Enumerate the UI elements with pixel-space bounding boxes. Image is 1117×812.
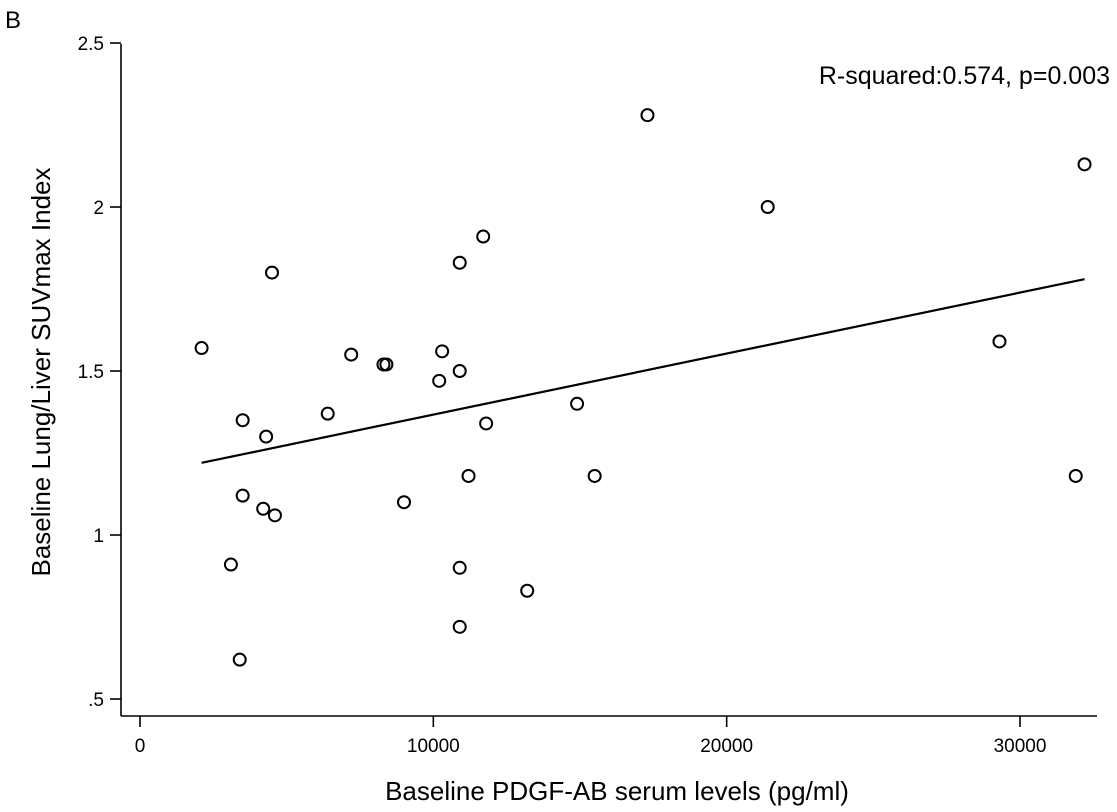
panel-label: B — [5, 7, 21, 34]
data-point — [320, 406, 335, 421]
data-point — [232, 652, 247, 667]
data-point — [265, 265, 279, 280]
data-point — [520, 583, 535, 598]
y-tick-label: 2 — [93, 198, 104, 219]
data-point — [640, 108, 655, 123]
data-point — [452, 255, 467, 270]
y-tick-label: 1.5 — [78, 362, 104, 383]
data-points — [194, 108, 1092, 667]
data-point — [194, 341, 209, 356]
data-point — [235, 488, 250, 503]
data-point — [259, 429, 274, 444]
data-point — [461, 468, 476, 483]
data-point — [344, 347, 359, 362]
data-point — [452, 364, 467, 378]
data-point — [432, 373, 447, 388]
data-point — [570, 396, 585, 411]
data-point — [397, 495, 411, 510]
y-axis-ticks: .5 1 1.5 2 2.5 — [78, 34, 121, 711]
data-point — [223, 557, 238, 572]
y-tick-label: 1 — [93, 526, 104, 547]
x-axis-label: Baseline PDGF-AB serum levels (pg/ml) — [385, 776, 849, 806]
y-tick-label: .5 — [88, 690, 104, 711]
x-tick-label: 20000 — [700, 736, 753, 757]
data-point — [476, 229, 491, 244]
data-point — [452, 560, 467, 575]
data-point — [1077, 157, 1092, 172]
data-point — [479, 416, 494, 431]
data-point — [992, 334, 1007, 349]
data-point — [235, 413, 250, 428]
x-tick-label: 30000 — [994, 736, 1047, 757]
data-point — [267, 508, 282, 523]
data-point — [379, 357, 394, 372]
data-point — [256, 501, 271, 516]
data-point — [1068, 468, 1083, 483]
y-axis-label: Baseline Lung/Liver SUVmax Index — [26, 167, 56, 576]
y-tick-label: 2.5 — [78, 34, 104, 55]
x-tick-label: 10000 — [407, 736, 460, 757]
regression-line — [201, 278, 1085, 464]
x-tick-label: 0 — [135, 736, 146, 757]
x-axis-ticks: 0 10000 20000 30000 — [135, 716, 1047, 757]
data-point — [587, 468, 602, 483]
data-point — [452, 619, 467, 634]
r-squared-annotation: R-squared:0.574, p=0.003 — [819, 62, 1110, 90]
data-point — [435, 344, 450, 359]
data-point — [760, 200, 775, 214]
